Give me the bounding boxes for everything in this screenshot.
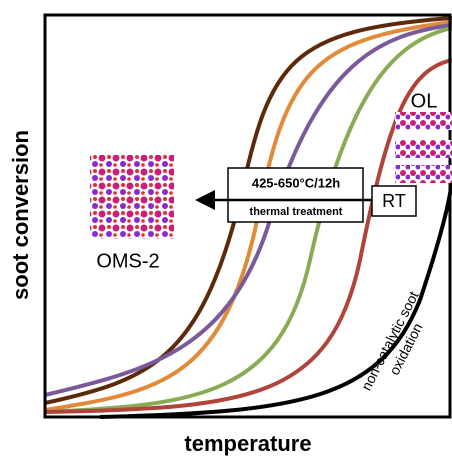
y-label: soot conversion	[8, 130, 33, 300]
oms-label: OMS-2	[96, 250, 159, 272]
x-label: temperature	[184, 431, 311, 456]
ol-crystal	[395, 140, 452, 158]
noncat-label: non-catalytic soot oxidation	[358, 289, 438, 402]
ol-label: OL	[411, 90, 438, 112]
condition-text: 425-650°C/12h	[252, 175, 340, 190]
rt-label: RT	[382, 191, 406, 211]
figure: soot conversion temperature OMS-2 OL 425…	[0, 0, 452, 458]
oms-crystal	[90, 155, 174, 239]
ol-crystal	[395, 112, 452, 130]
ol-crystal	[395, 165, 452, 183]
treatment-text: thermal treatment	[250, 206, 343, 218]
